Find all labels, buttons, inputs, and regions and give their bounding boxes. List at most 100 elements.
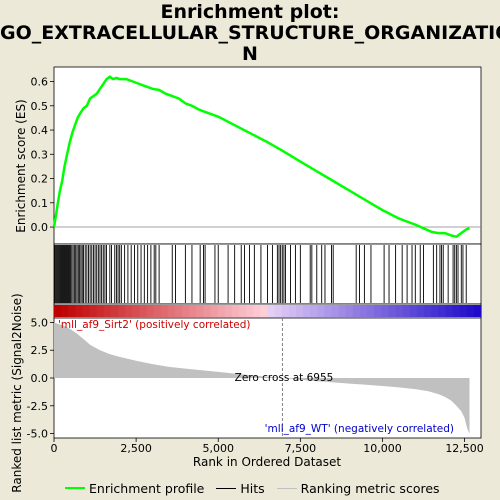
- colorbar-segment: [324, 305, 333, 317]
- es-ytick-label: 0.5: [31, 100, 49, 113]
- colorbar-segment: [374, 305, 382, 317]
- metric-ytick-label: 0.0: [31, 372, 49, 385]
- colorbar-segment: [82, 305, 91, 317]
- es-ytick-label: 0.0: [31, 221, 49, 234]
- colorbar-segment: [110, 305, 119, 317]
- colorbar-segment: [210, 305, 219, 317]
- colorbar-segment: [160, 305, 169, 317]
- xtick-label: 10,000: [363, 442, 402, 455]
- colorbar-segment: [303, 305, 311, 317]
- xtick-label: 5,000: [202, 442, 234, 455]
- colorbar-segment: [125, 305, 133, 317]
- colorbar-segment: [402, 305, 411, 317]
- colorbar-segment: [438, 305, 447, 317]
- legend-label-hits: Hits: [240, 480, 265, 496]
- legend-item-ranking-metric: Ranking metric scores: [276, 480, 440, 496]
- legend: Enrichment profile Hits Ranking metric s…: [65, 478, 440, 498]
- legend-label-ranking-metric: Ranking metric scores: [300, 480, 440, 496]
- colorbar-segment: [466, 305, 475, 317]
- colorbar-segment: [203, 305, 212, 317]
- colorbar-segment: [96, 305, 105, 317]
- colorbar-segment: [360, 305, 368, 317]
- colorbar-segment: [381, 305, 390, 317]
- metric-y-ticks: -5.0 -2.5 0.0 2.5 5.0: [27, 316, 54, 441]
- legend-item-enrichment-profile: Enrichment profile: [65, 481, 204, 496]
- chart-title: Enrichment plot: GO_EXTRACELLULAR_STRUCT…: [0, 2, 500, 65]
- colorbar-segment: [189, 305, 197, 317]
- positive-correlation-label: 'mll_af9_Sirt2' (positively correlated): [58, 319, 251, 331]
- colorbar-segment: [281, 305, 290, 317]
- colorbar-segment: [445, 305, 454, 317]
- metric-ytick-label: -5.0: [27, 428, 48, 441]
- colorbar-segment: [167, 305, 176, 317]
- colorbar-segment: [89, 305, 98, 317]
- colorbar-segment: [473, 305, 482, 317]
- colorbar-segment: [295, 305, 304, 317]
- es-ytick-label: 0.3: [31, 148, 49, 161]
- title-line-2: GO_EXTRACELLULAR_STRUCTURE_ORGANIZATIO: [0, 22, 500, 44]
- colorbar-segment: [217, 305, 226, 317]
- colorbar-segment: [139, 305, 148, 317]
- colorbar-segment: [367, 305, 375, 317]
- ranking-metric-area: [54, 322, 470, 434]
- ranking-metric-swatch: [276, 487, 297, 489]
- colorbar-segment: [146, 305, 155, 317]
- colorbar-segment: [431, 305, 439, 317]
- colorbar-segment: [260, 305, 269, 317]
- colorbar-segment: [182, 305, 190, 317]
- colorbar-segment: [103, 305, 112, 317]
- colorbar-segment: [416, 305, 425, 317]
- colorbar-segment: [118, 305, 126, 317]
- metric-ytick-label: 5.0: [31, 316, 49, 329]
- metric-ytick-label: 2.5: [31, 344, 49, 357]
- colorbar-segment: [274, 305, 283, 317]
- colorbar-segment: [54, 305, 62, 317]
- colorbar-segment: [345, 305, 354, 317]
- negative-correlation-label: 'mll_af9_WT' (negatively correlated): [265, 423, 454, 435]
- colorbar-segment: [75, 305, 84, 317]
- colorbar-segment: [61, 305, 69, 317]
- colorbar-segment: [253, 305, 261, 317]
- hits-group: [54, 245, 467, 303]
- es-panel: [53, 66, 482, 245]
- title-line-3: N: [242, 43, 258, 65]
- colorbar-segment: [174, 305, 183, 317]
- es-y-ticks: 0.0 0.1 0.2 0.3 0.4 0.5 0.6: [31, 76, 54, 234]
- metric-area-group: [54, 318, 470, 438]
- es-ytick-label: 0.4: [31, 124, 49, 137]
- metric-y-axis-label: Ranked list metric (Signal2Noise): [10, 293, 24, 492]
- colorbar-segment: [331, 305, 340, 317]
- xtick-label: 2,500: [120, 442, 152, 455]
- colorbar-segment: [352, 305, 361, 317]
- colorbar-segment: [459, 305, 468, 317]
- colorbar-segment: [153, 305, 162, 317]
- x-axis-ticks: 0 2,500 5,000 7,500 10,000 12,500: [51, 438, 484, 455]
- es-ytick-label: 0.1: [31, 197, 49, 210]
- legend-label-enrichment-profile: Enrichment profile: [89, 480, 205, 496]
- legend-item-hits: Hits: [216, 480, 265, 496]
- title-line-1: Enrichment plot:: [160, 1, 340, 23]
- colorbar-segment: [239, 305, 247, 317]
- colorbar-segment: [68, 305, 76, 317]
- metric-ytick-label: -2.5: [27, 400, 48, 413]
- enrichment-profile-line: [52, 75, 470, 239]
- colorbar-segment: [310, 305, 318, 317]
- colorbar-segment: [388, 305, 397, 317]
- es-ytick-label: 0.6: [31, 76, 49, 89]
- colorbar-segment: [288, 305, 297, 317]
- es-line-group: [52, 75, 470, 239]
- colorbar-segment: [395, 305, 404, 317]
- colorbar-segment: [132, 305, 140, 317]
- xtick-label: 7,500: [285, 442, 317, 455]
- colorbar-segment: [338, 305, 347, 317]
- hits-swatch: [216, 487, 237, 489]
- colorbar-segment: [231, 305, 240, 317]
- colorbar-segment: [196, 305, 205, 317]
- colorbar-segment: [224, 305, 233, 317]
- es-y-axis-label: Enrichment score (ES): [14, 99, 28, 232]
- x-axis-label: Rank in Ordered Dataset: [193, 455, 341, 469]
- colorbar-segment: [424, 305, 432, 317]
- colorbar-segment: [452, 305, 461, 317]
- enrichment-profile-swatch: [65, 487, 85, 489]
